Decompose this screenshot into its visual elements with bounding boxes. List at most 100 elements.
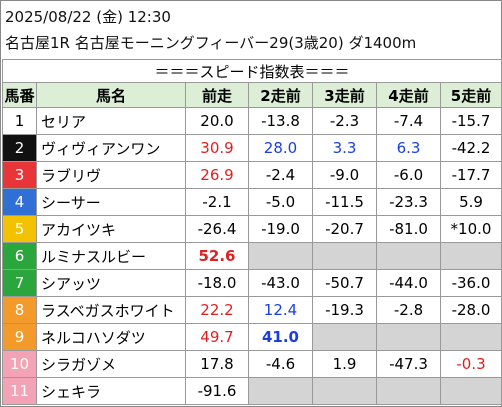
horse-row: 9 ネルコハソダツ 49.7 41.0 bbox=[2, 323, 502, 351]
horse-name: セリア bbox=[36, 107, 186, 135]
horse-number: 9 bbox=[2, 323, 37, 351]
speed-index: -18.0 bbox=[185, 269, 249, 297]
title-row: ＝＝＝スピード指数表＝＝＝ bbox=[1, 59, 502, 83]
horse-name: シラガゾメ bbox=[36, 350, 186, 378]
horse-row: 2 ヴィヴィアンワン 30.9 28.0 3.3 6.3 -42.2 bbox=[2, 134, 502, 162]
speed-index: -36.0 bbox=[439, 269, 502, 297]
empty-cell bbox=[248, 377, 313, 405]
speed-index: 20.0 bbox=[185, 107, 249, 135]
speed-index: -19.0 bbox=[248, 215, 313, 243]
speed-index: 30.9 bbox=[185, 134, 249, 162]
speed-index: -9.0 bbox=[312, 161, 377, 189]
horse-number: 7 bbox=[2, 269, 37, 297]
speed-index: 41.0 bbox=[248, 323, 313, 351]
speed-index: -0.3 bbox=[439, 350, 502, 378]
horse-number: 10 bbox=[2, 350, 37, 378]
speed-index: -2.1 bbox=[185, 188, 249, 216]
speed-index: -2.4 bbox=[248, 161, 313, 189]
speed-index: -11.5 bbox=[312, 188, 377, 216]
speed-index: 49.7 bbox=[185, 323, 249, 351]
speed-index: 17.8 bbox=[185, 350, 249, 378]
speed-index: -2.8 bbox=[376, 296, 441, 324]
horse-row: 3 ラブリヴ 26.9 -2.4 -9.0 -6.0 -17.7 bbox=[2, 161, 502, 189]
speed-index: *10.0 bbox=[439, 215, 502, 243]
horse-name: シアッツ bbox=[36, 269, 186, 297]
horse-name: ネルコハソダツ bbox=[36, 323, 186, 351]
speed-index: 6.3 bbox=[376, 134, 441, 162]
speed-index: 3.3 bbox=[312, 134, 377, 162]
speed-index: -47.3 bbox=[376, 350, 441, 378]
horse-number: 3 bbox=[2, 161, 37, 189]
horse-name: シーサー bbox=[36, 188, 186, 216]
horse-number: 5 bbox=[2, 215, 37, 243]
speed-index: -91.6 bbox=[185, 377, 249, 405]
speed-index: 52.6 bbox=[185, 242, 249, 270]
horse-name: ヴィヴィアンワン bbox=[36, 134, 186, 162]
speed-index: -19.3 bbox=[312, 296, 377, 324]
speed-index: -4.6 bbox=[248, 350, 313, 378]
race-datetime: 2025/08/22 (金) 12:30 bbox=[5, 8, 171, 26]
speed-index: 12.4 bbox=[248, 296, 313, 324]
empty-cell bbox=[312, 377, 377, 405]
column-header: 前走 bbox=[185, 82, 249, 108]
speed-index: 1.9 bbox=[312, 350, 377, 378]
empty-cell bbox=[312, 242, 377, 270]
header-row: 馬番 馬名 前走 2走前 3走前 4走前 5走前 bbox=[2, 82, 502, 108]
table-title: ＝＝＝スピード指数表＝＝＝ bbox=[1, 59, 502, 83]
horse-number: 2 bbox=[2, 134, 37, 162]
speed-index: -7.4 bbox=[376, 107, 441, 135]
horse-row: 6 ルミナスルビー 52.6 bbox=[2, 242, 502, 270]
horse-name: ラブリヴ bbox=[36, 161, 186, 189]
column-header: 4走前 bbox=[376, 82, 441, 108]
horse-row: 10 シラガゾメ 17.8 -4.6 1.9 -47.3 -0.3 bbox=[2, 350, 502, 378]
speed-index: -20.7 bbox=[312, 215, 377, 243]
empty-cell bbox=[376, 323, 441, 351]
speed-index: 26.9 bbox=[185, 161, 249, 189]
horse-row: 5 アカイツキ -26.4 -19.0 -20.7 -81.0 *10.0 bbox=[2, 215, 502, 243]
speed-index: 5.9 bbox=[439, 188, 502, 216]
horse-row: 1 セリア 20.0 -13.8 -2.3 -7.4 -15.7 bbox=[2, 107, 502, 135]
horse-row: 4 シーサー -2.1 -5.0 -11.5 -23.3 5.9 bbox=[2, 188, 502, 216]
speed-index: 28.0 bbox=[248, 134, 313, 162]
horse-name: アカイツキ bbox=[36, 215, 186, 243]
speed-index: -26.4 bbox=[185, 215, 249, 243]
speed-index: 22.2 bbox=[185, 296, 249, 324]
speed-index: -2.3 bbox=[312, 107, 377, 135]
speed-index: -13.8 bbox=[248, 107, 313, 135]
empty-cell bbox=[439, 377, 502, 405]
horse-number: 8 bbox=[2, 296, 37, 324]
empty-cell bbox=[312, 323, 377, 351]
horse-number: 11 bbox=[2, 377, 37, 405]
speed-index: -23.3 bbox=[376, 188, 441, 216]
horse-number: 4 bbox=[2, 188, 37, 216]
speed-index: -15.7 bbox=[439, 107, 502, 135]
empty-cell bbox=[439, 242, 502, 270]
horse-row: 11 シェキラ -91.6 bbox=[2, 377, 502, 405]
speed-index: -44.0 bbox=[376, 269, 441, 297]
empty-cell bbox=[376, 377, 441, 405]
speed-index: -28.0 bbox=[439, 296, 502, 324]
speed-table: ＝＝＝スピード指数表＝＝＝ 馬番 馬名 前走 2走前 3走前 4走前 5走前 1 セリア 20.0-… bbox=[1, 59, 502, 405]
empty-cell bbox=[248, 242, 313, 270]
speed-index: -42.2 bbox=[439, 134, 502, 162]
speed-index: -50.7 bbox=[312, 269, 377, 297]
horse-name: ルミナスルビー bbox=[36, 242, 186, 270]
horse-number: 1 bbox=[2, 107, 37, 135]
column-header: 馬番 bbox=[2, 82, 37, 108]
horse-number: 6 bbox=[2, 242, 37, 270]
column-header: 馬名 bbox=[36, 82, 186, 108]
column-header: 2走前 bbox=[248, 82, 313, 108]
race-info: 名古屋1R 名古屋モーニングフィーバー29(3歳20) ダ1400m bbox=[5, 34, 417, 52]
speed-index: -5.0 bbox=[248, 188, 313, 216]
speed-index: -17.7 bbox=[439, 161, 502, 189]
speed-index: -43.0 bbox=[248, 269, 313, 297]
speed-index: -6.0 bbox=[376, 161, 441, 189]
empty-cell bbox=[439, 323, 502, 351]
column-header: 5走前 bbox=[439, 82, 502, 108]
horse-name: ラスベガスホワイト bbox=[36, 296, 186, 324]
horse-name: シェキラ bbox=[36, 377, 186, 405]
horse-row: 7 シアッツ -18.0 -43.0 -50.7 -44.0 -36.0 bbox=[2, 269, 502, 297]
